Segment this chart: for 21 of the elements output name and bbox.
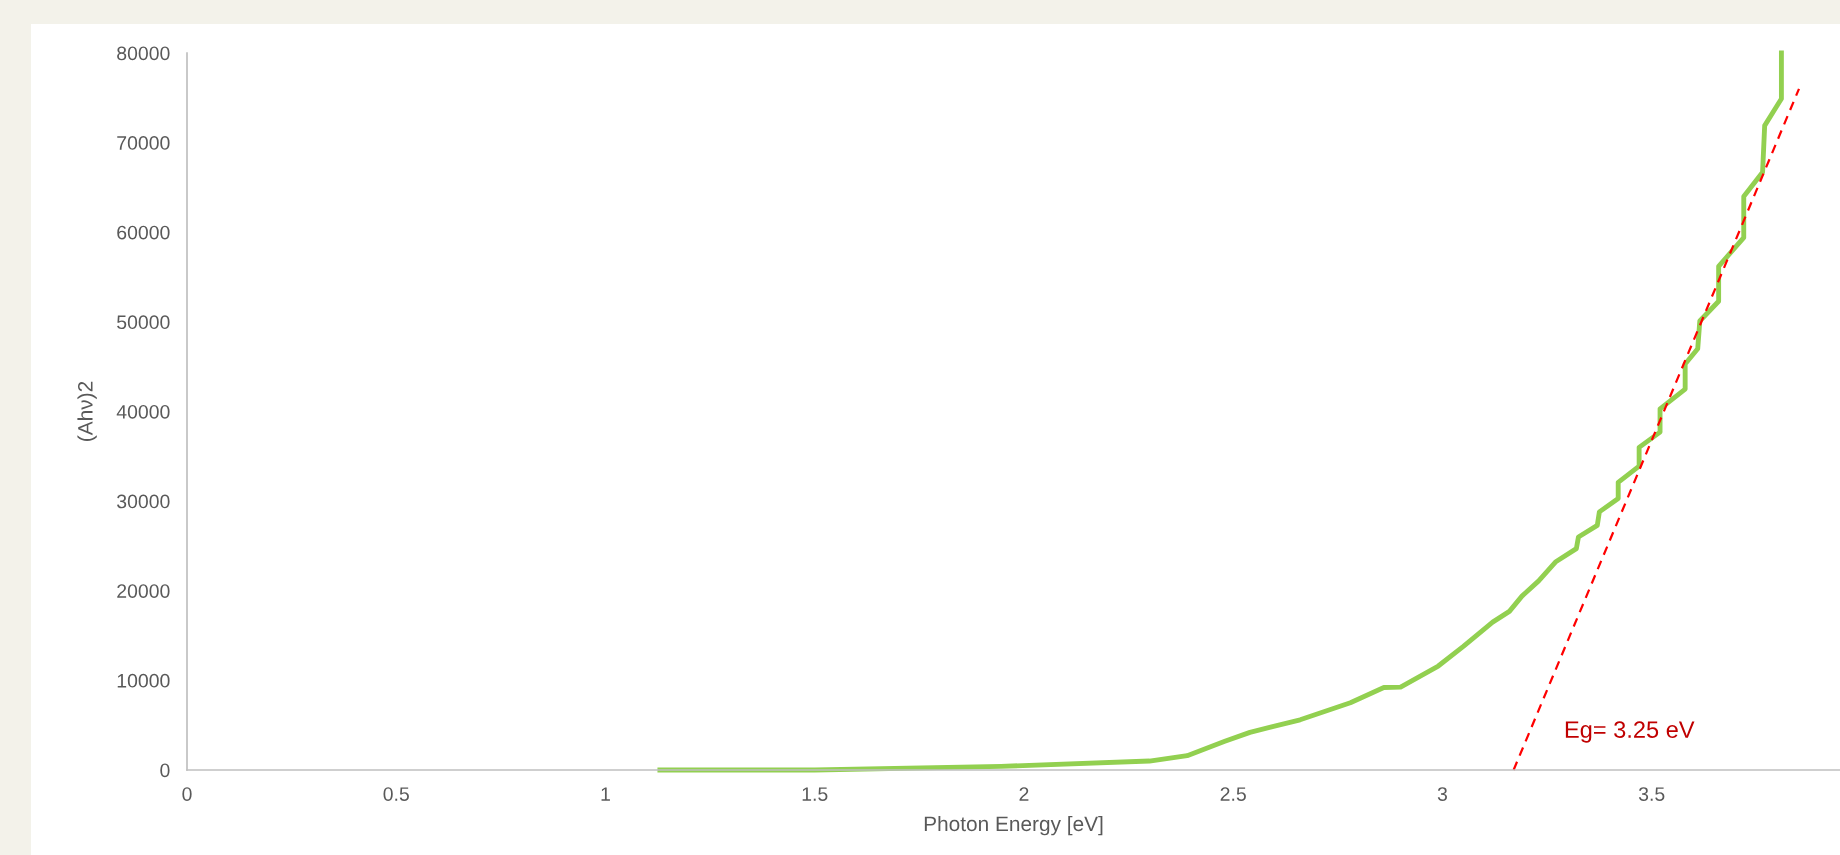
annotation: Eg= 3.25 eV [1565, 721, 1695, 743]
x-axis-title: Photon Energy [eV] [924, 815, 1103, 836]
x-tick-label: 1.5 [802, 787, 828, 801]
x-tick-label: 3.5 [1638, 787, 1665, 801]
line-series [657, 50, 1784, 773]
y-tick-label: 60000 [117, 225, 170, 240]
y-tick-label: 0 [160, 763, 170, 778]
y-tick-label: 30000 [117, 494, 170, 509]
x-tick-label: 3 [1437, 787, 1447, 801]
y-tick-label: 10000 [117, 673, 170, 688]
x-tick-label: 2 [1019, 787, 1029, 801]
y-tick-label: 80000 [117, 46, 170, 61]
y-tick-label: 50000 [117, 315, 170, 330]
y-axis-title: (Ahν)2 [77, 381, 97, 441]
x-tick-label: 0.5 [383, 787, 409, 801]
x-tick-label: 0 [182, 787, 192, 801]
x-tick-label: 1 [601, 787, 610, 801]
x-tick-label: 2.5 [1220, 787, 1246, 801]
y-tick-label: 40000 [116, 404, 170, 419]
y-tick-label: 20000 [117, 584, 170, 598]
y-tick-label: 70000 [117, 136, 170, 150]
